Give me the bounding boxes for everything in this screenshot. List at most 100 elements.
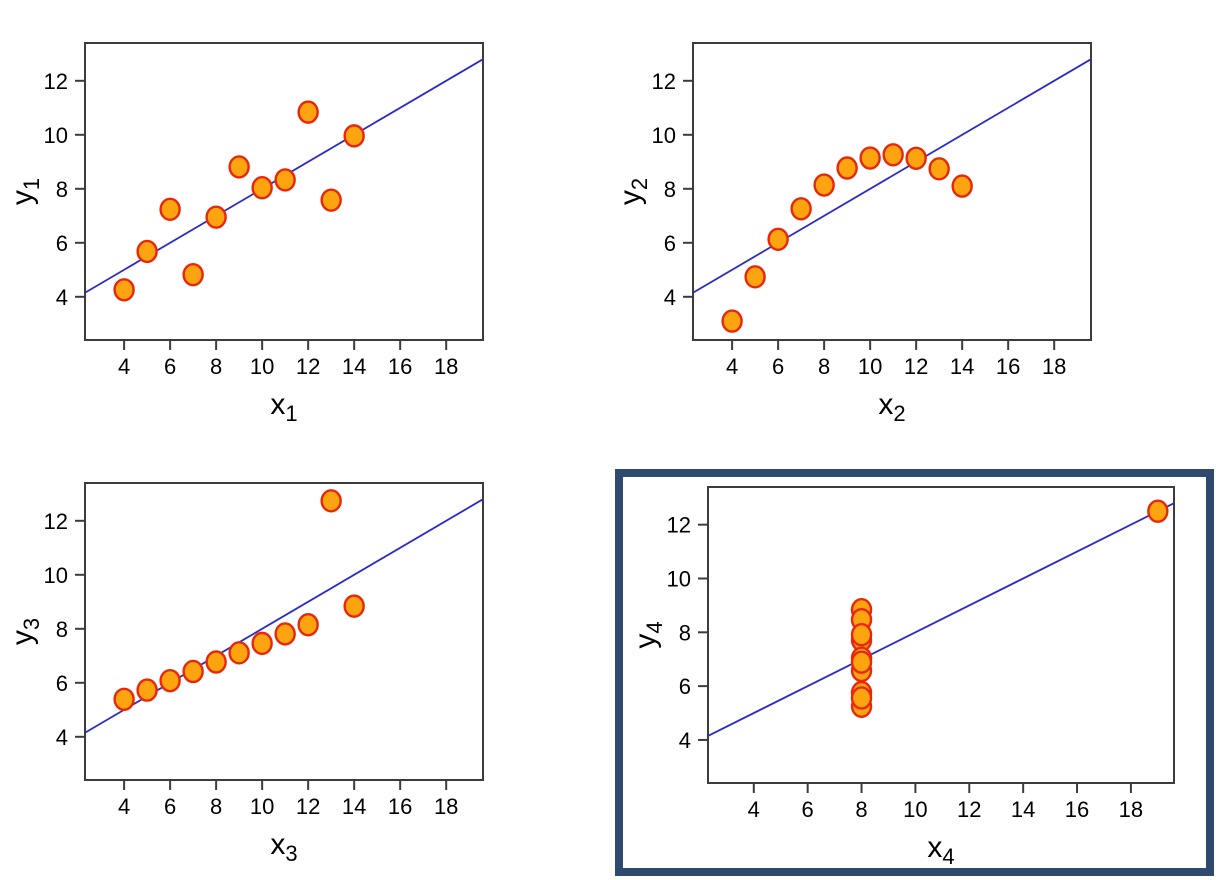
y-tick-label: 8 xyxy=(56,617,68,642)
x-tick-label: 6 xyxy=(164,794,176,819)
x-tick-label: 14 xyxy=(342,354,366,379)
x-axis-label: x1 xyxy=(270,388,297,426)
data-point xyxy=(182,659,204,684)
y-tick-label: 12 xyxy=(44,509,68,534)
data-point xyxy=(113,687,135,711)
x-axis-label: x2 xyxy=(878,388,905,426)
y-tick-label: 12 xyxy=(667,513,691,538)
y-tick-label: 10 xyxy=(667,566,691,591)
y-tick-label: 8 xyxy=(679,620,691,645)
x-axis-label: x3 xyxy=(270,828,297,866)
data-point xyxy=(744,265,766,289)
data-point xyxy=(297,613,319,637)
y-axis-label: y2 xyxy=(614,178,652,205)
data-point xyxy=(882,143,904,167)
y-tick-label: 4 xyxy=(679,728,691,753)
x-tick-label: 16 xyxy=(388,354,412,379)
x-tick-label: 10 xyxy=(903,797,927,822)
x-tick-label: 14 xyxy=(342,794,366,819)
data-point xyxy=(767,227,789,251)
data-point xyxy=(721,309,743,333)
data-point xyxy=(205,650,227,674)
data-point xyxy=(136,239,158,264)
data-point xyxy=(274,622,296,646)
x-tick-label: 4 xyxy=(118,354,130,379)
scatter-plot-y1-vs-x1: 4 6 8 10 12 14 16 18 4 6 8 10 12 x1 y1 xyxy=(6,42,484,426)
y-tick-label: 12 xyxy=(44,69,68,94)
x-tick-label: 4 xyxy=(118,794,130,819)
y-tick-label: 4 xyxy=(56,725,68,750)
data-point xyxy=(343,124,365,148)
x-axis-label: x4 xyxy=(927,831,954,869)
x-tick-label: 4 xyxy=(726,354,738,379)
plot-box xyxy=(84,482,484,781)
y-tick-label: 10 xyxy=(652,123,676,148)
x-tick-label: 8 xyxy=(818,354,830,379)
data-point xyxy=(1147,499,1169,523)
y-axis-label: y4 xyxy=(629,621,667,648)
data-point xyxy=(136,678,158,702)
data-point xyxy=(836,156,858,180)
data-point xyxy=(859,146,881,170)
x-tick-label: 10 xyxy=(858,354,882,379)
data-point xyxy=(205,205,227,229)
x-tick-label: 12 xyxy=(296,354,320,379)
x-tick-label: 4 xyxy=(748,797,760,822)
plot-box xyxy=(692,42,1092,341)
data-point xyxy=(850,623,873,647)
data-point xyxy=(343,594,365,618)
x-tick-label: 8 xyxy=(855,797,867,822)
panel-y3-vs-x3: 4 6 8 10 12 14 16 18 4 6 8 10 12 x3 y3 xyxy=(0,440,608,880)
x-tick-label: 10 xyxy=(250,354,274,379)
y-tick-label: 8 xyxy=(56,177,68,202)
x-tick-label: 14 xyxy=(950,354,974,379)
data-point xyxy=(850,686,873,710)
y-tick-label: 10 xyxy=(44,123,68,148)
data-point xyxy=(928,157,950,181)
data-point xyxy=(251,631,273,656)
data-point xyxy=(159,197,181,222)
plot-box xyxy=(707,486,1175,784)
panel-y1-vs-x1: 4 6 8 10 12 14 16 18 4 6 8 10 12 x1 y1 xyxy=(0,0,608,440)
data-point xyxy=(182,262,204,287)
plot-box xyxy=(84,42,484,341)
x-tick-label: 18 xyxy=(434,794,458,819)
data-point xyxy=(228,155,250,179)
data-point xyxy=(790,197,812,221)
y-tick-label: 10 xyxy=(44,563,68,588)
x-tick-label: 18 xyxy=(1042,354,1066,379)
y-tick-label: 12 xyxy=(652,69,676,94)
x-tick-label: 10 xyxy=(250,794,274,819)
data-point xyxy=(320,489,342,513)
x-tick-label: 14 xyxy=(1011,797,1035,822)
data-point xyxy=(905,146,927,170)
y-axis-label: y1 xyxy=(6,178,44,205)
x-tick-label: 8 xyxy=(210,794,222,819)
panel-y4-vs-x4: 4 6 8 10 12 14 16 18 4 6 8 10 12 x4 y4 xyxy=(608,440,1216,880)
x-tick-label: 16 xyxy=(996,354,1020,379)
scatter-plot-y2-vs-x2: 4 6 8 10 12 14 16 18 4 6 8 10 12 x2 y2 xyxy=(614,42,1092,426)
x-tick-label: 6 xyxy=(772,354,784,379)
x-tick-label: 16 xyxy=(388,794,412,819)
y-tick-label: 4 xyxy=(56,285,68,310)
y-tick-label: 8 xyxy=(664,177,676,202)
data-point xyxy=(813,173,835,197)
regression-line xyxy=(692,58,1092,294)
data-point xyxy=(274,168,296,192)
x-tick-label: 12 xyxy=(296,794,320,819)
x-tick-label: 18 xyxy=(434,354,458,379)
data-point xyxy=(251,176,273,200)
panel-y2-vs-x2: 4 6 8 10 12 14 16 18 4 6 8 10 12 x2 y2 xyxy=(608,0,1216,440)
data-point xyxy=(320,188,342,212)
regression-line xyxy=(707,502,1175,737)
x-tick-label: 16 xyxy=(1065,797,1089,822)
y-axis-label: y3 xyxy=(6,618,44,645)
data-point xyxy=(850,650,873,674)
scatter-plot-y3-vs-x3: 4 6 8 10 12 14 16 18 4 6 8 10 12 x3 y3 xyxy=(6,482,484,866)
x-tick-label: 8 xyxy=(210,354,222,379)
data-point xyxy=(228,641,250,665)
data-point xyxy=(951,174,973,198)
y-tick-label: 6 xyxy=(679,674,691,699)
